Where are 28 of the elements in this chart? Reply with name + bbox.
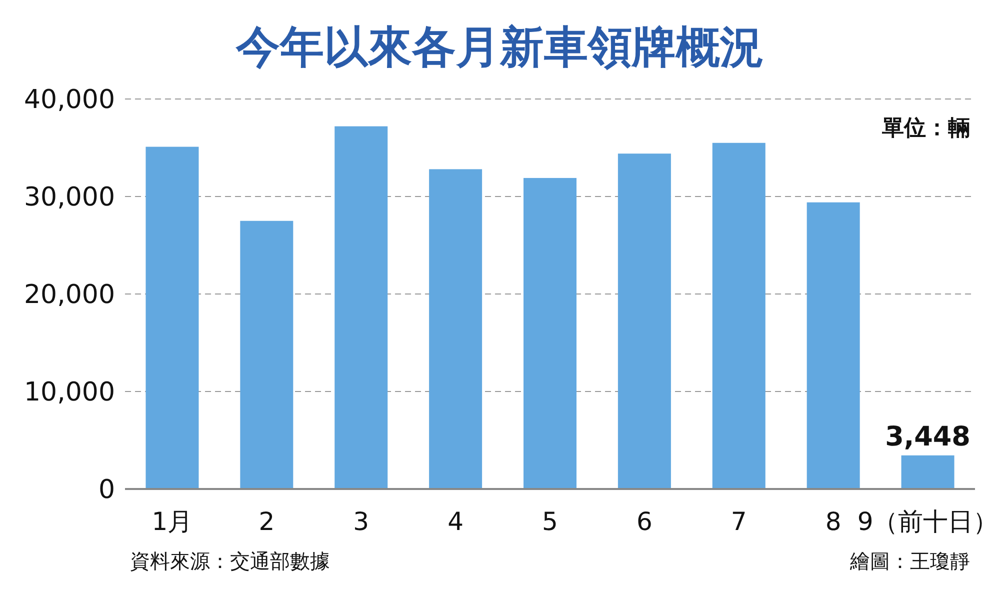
bar [901, 455, 954, 489]
x-tick-label: 2 [258, 507, 275, 536]
y-tick-label: 20,000 [24, 280, 115, 310]
bar [806, 202, 860, 489]
bar [146, 146, 199, 489]
y-tick-label: 10,000 [24, 378, 115, 408]
text: 繪圖：王瓊靜 [849, 549, 970, 573]
y-tick-label: 40,000 [24, 85, 115, 115]
x-tick-label: 3 [353, 507, 370, 536]
y-tick-label: 30,000 [24, 182, 115, 212]
bar [524, 178, 576, 489]
x-tick-label: 7 [730, 507, 747, 536]
bar [429, 169, 482, 489]
bar [712, 142, 766, 489]
y-tick-label: 0 [98, 475, 115, 505]
data-label: 3,448 [885, 421, 970, 452]
x-tick-label: 8 [825, 507, 842, 536]
bar [240, 220, 294, 489]
x-tick-label: 5 [542, 507, 558, 536]
chart-title: 今年以來各月新車領牌概況 [235, 22, 764, 73]
bar [334, 126, 388, 489]
x-tick-label: 6 [636, 507, 652, 536]
bar [618, 154, 671, 489]
x-tick-label: 4 [448, 507, 464, 536]
x-tick-label: 1月 [152, 507, 193, 536]
annotation: 單位：輛 [881, 116, 970, 141]
source-note: 資料來源：交通部數據 [130, 549, 330, 573]
x-tick-label: 9（前十日） [857, 507, 998, 536]
